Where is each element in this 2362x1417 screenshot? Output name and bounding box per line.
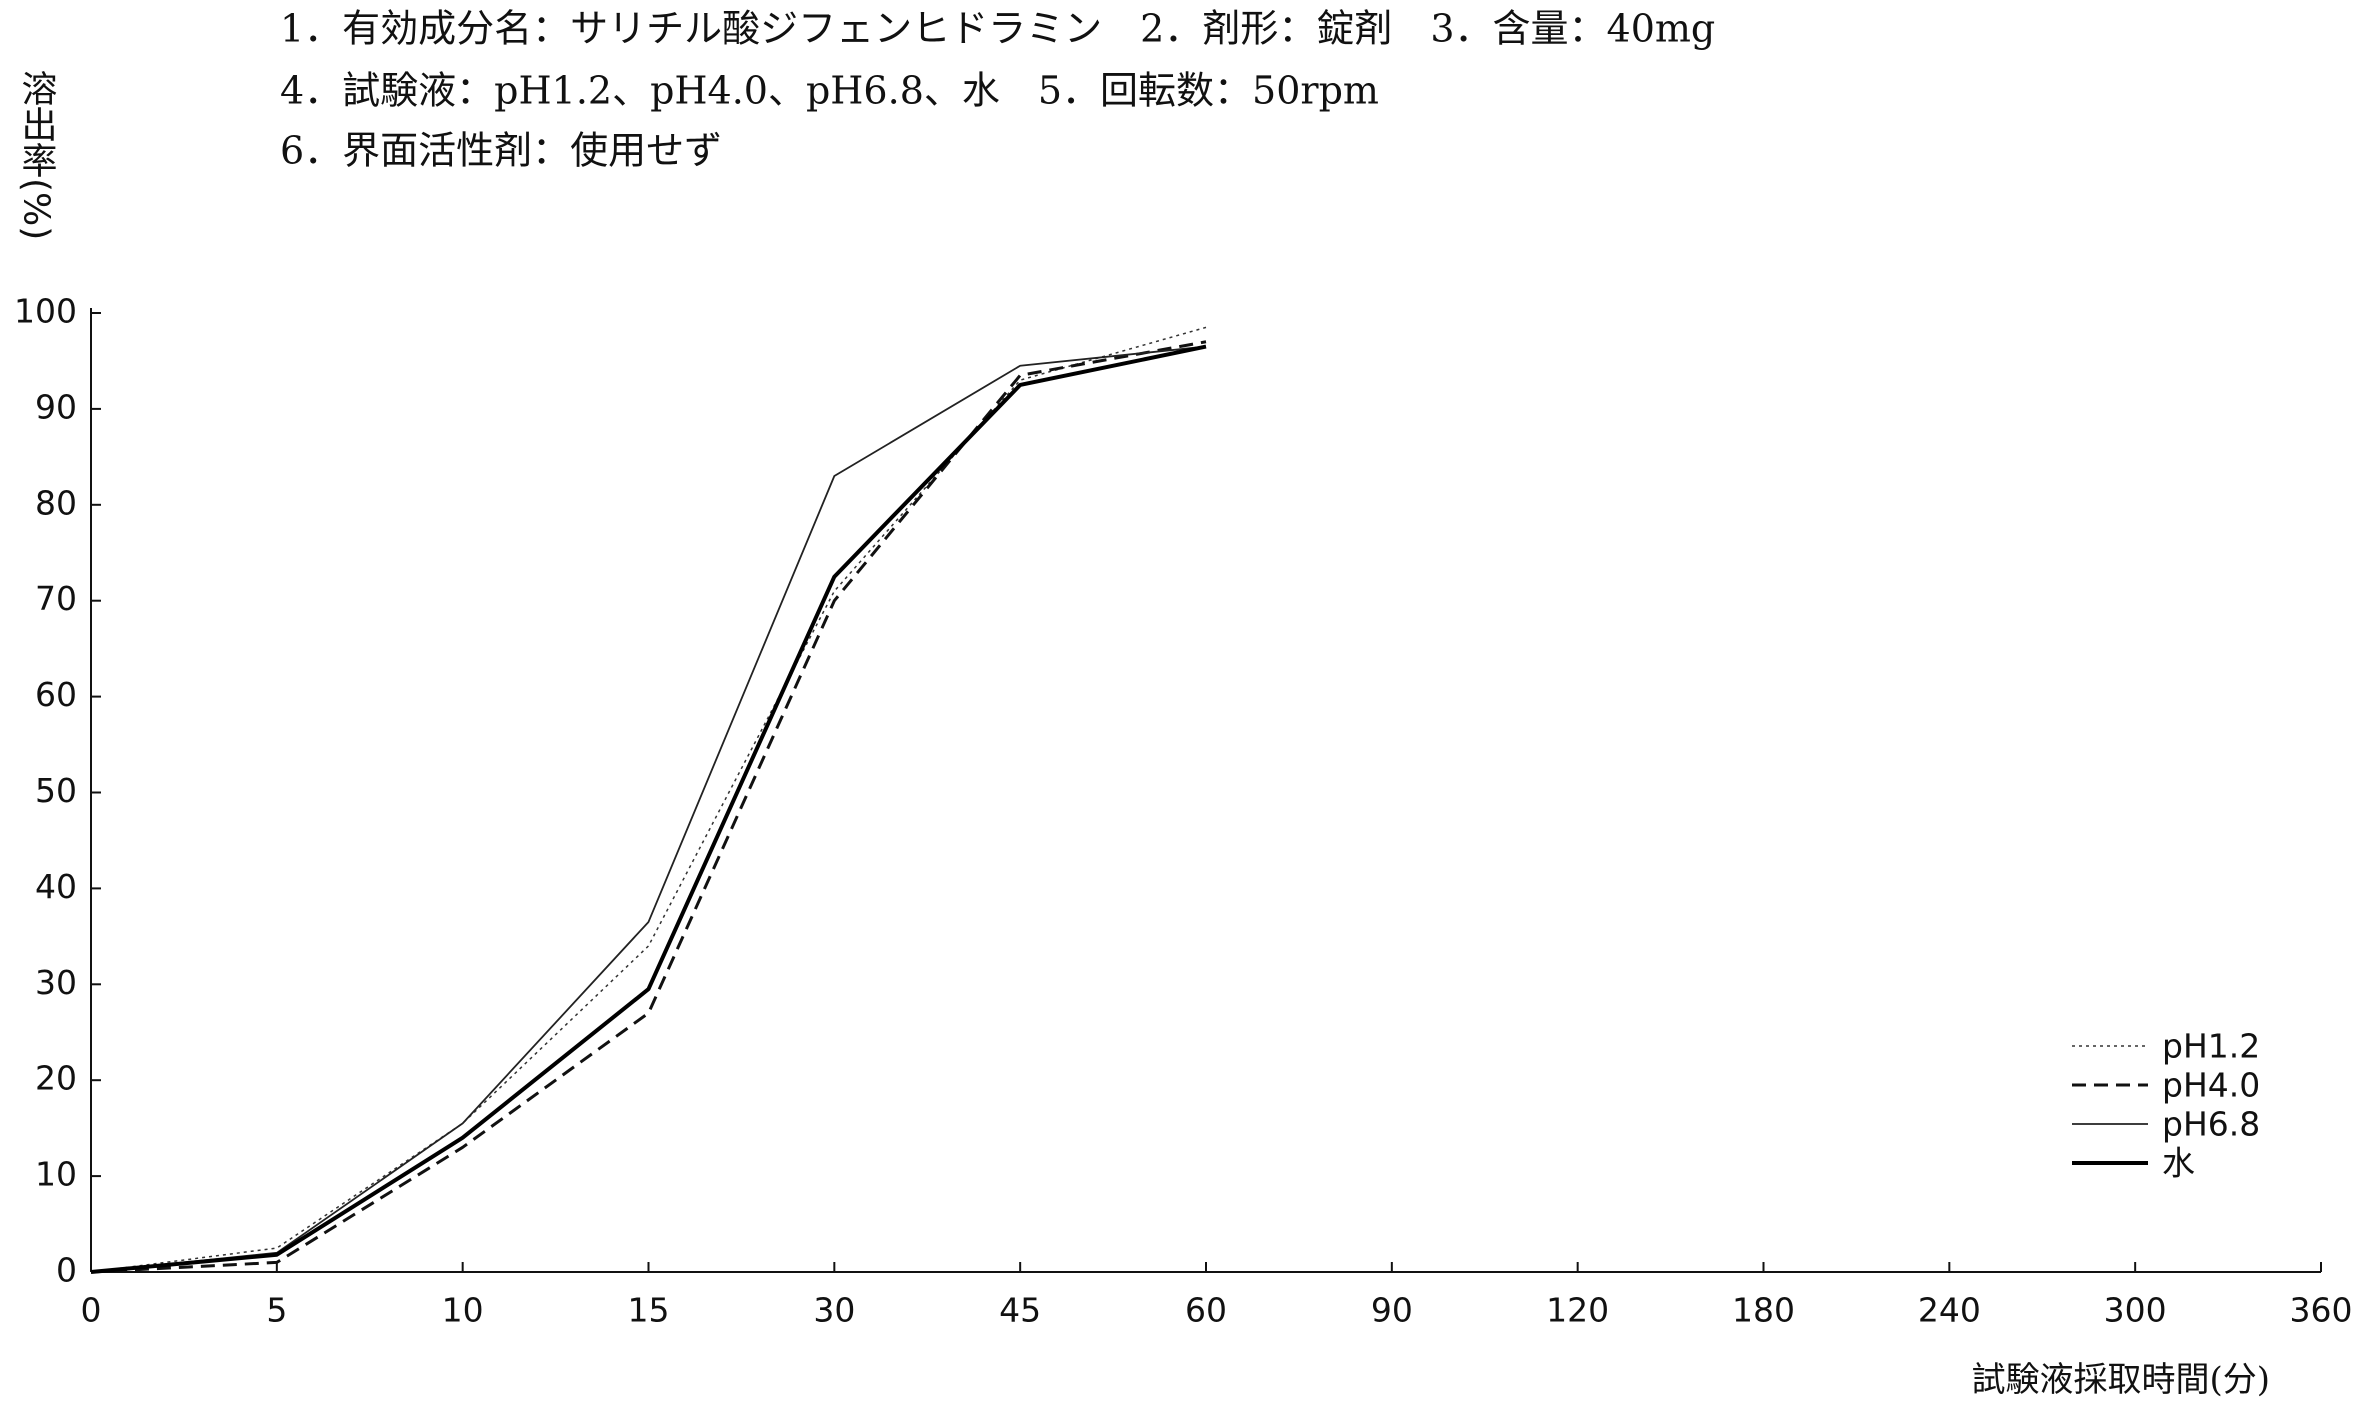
x-tick-label: 60: [1185, 1291, 1227, 1330]
x-tick-label: 360: [2290, 1291, 2353, 1330]
series-line: [90, 345, 1207, 1273]
series-line: [90, 326, 1207, 1273]
y-tick-label: 30: [35, 963, 77, 1002]
x-tick-label: 0: [81, 1291, 102, 1330]
y-tick-label: 80: [35, 483, 77, 522]
series-line: [90, 344, 1207, 1274]
x-tick-label: 90: [1371, 1291, 1413, 1330]
legend-label: pH1.2: [2162, 1027, 2260, 1066]
y-tick-label: 40: [35, 867, 77, 906]
x-tick-label: 15: [628, 1291, 670, 1330]
y-tick-label: 90: [35, 387, 77, 426]
y-tick-label: 100: [14, 292, 77, 331]
x-axis-label: 試験液採取時間(分): [1971, 1360, 2270, 1400]
legend-label: pH6.8: [2162, 1105, 2260, 1144]
y-tick-label: 50: [35, 771, 77, 810]
y-tick-label: 10: [35, 1155, 77, 1194]
y-tick-label: 0: [56, 1251, 77, 1290]
series-line: [90, 340, 1207, 1274]
y-axis-label: 溶出率(%): [16, 70, 57, 241]
x-tick-label: 10: [442, 1291, 484, 1330]
x-tick-label: 45: [999, 1291, 1041, 1330]
x-tick-label: 180: [1732, 1291, 1795, 1330]
annotation: 4．試験液：pH1.2、pH4.0、pH6.8、水 5．回転数：50rpm: [280, 69, 1379, 113]
annotation: 1．有効成分名：サリチル酸ジフェンヒドラミン 2．剤形：錠剤 3．含量：40mg: [280, 7, 1715, 51]
legend-label: 水: [2162, 1144, 2195, 1183]
y-tick-label: 60: [35, 675, 77, 714]
x-tick-label: 300: [2104, 1291, 2167, 1330]
x-tick-label: 5: [266, 1291, 287, 1330]
x-tick-label: 30: [813, 1291, 855, 1330]
y-tick-label: 70: [35, 579, 77, 618]
x-tick-label: 120: [1546, 1291, 1609, 1330]
legend-label: pH4.0: [2162, 1066, 2260, 1105]
x-tick-label: 240: [1918, 1291, 1981, 1330]
y-tick-label: 20: [35, 1059, 77, 1098]
annotation: 6．界面活性剤：使用せず: [280, 129, 722, 173]
